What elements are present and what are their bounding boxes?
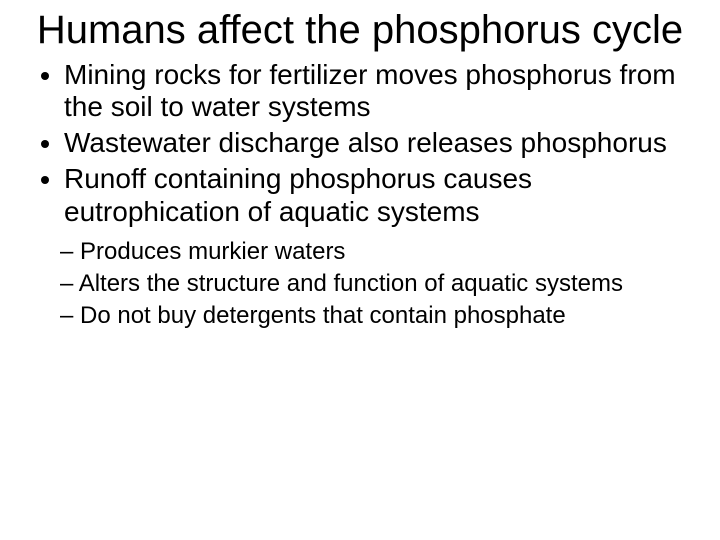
slide-title: Humans affect the phosphorus cycle bbox=[30, 8, 690, 53]
sub-bullet-list: Produces murkier waters Alters the struc… bbox=[30, 238, 690, 331]
slide-container: Humans affect the phosphorus cycle Minin… bbox=[0, 0, 720, 540]
sub-bullet-item: Alters the structure and function of aqu… bbox=[60, 270, 690, 298]
bullet-item: Runoff containing phosphorus causes eutr… bbox=[64, 163, 690, 227]
bullet-item: Mining rocks for fertilizer moves phosph… bbox=[64, 59, 690, 123]
bullet-item: Wastewater discharge also releases phosp… bbox=[64, 127, 690, 159]
bullet-list: Mining rocks for fertilizer moves phosph… bbox=[30, 59, 690, 228]
sub-bullet-item: Produces murkier waters bbox=[60, 238, 690, 266]
sub-bullet-item: Do not buy detergents that contain phosp… bbox=[60, 302, 690, 330]
